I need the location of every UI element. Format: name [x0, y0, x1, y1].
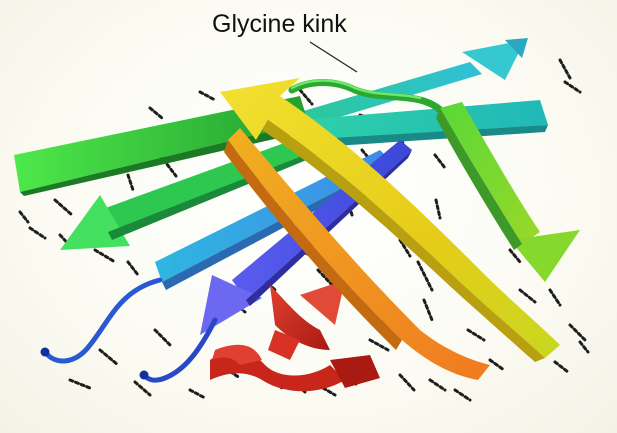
glycine-kink-coil: [288, 79, 450, 120]
strand-yellow: [220, 78, 560, 362]
glycine-kink-label: Glycine kink: [212, 10, 347, 38]
callout-line: [309, 41, 358, 73]
strand-teal-right: [300, 100, 548, 148]
strand-cyan: [155, 150, 392, 290]
strand-lime: [436, 102, 580, 282]
coil-blue: [40, 277, 218, 383]
strand-green-lower: [60, 130, 330, 250]
strand-orange: [224, 128, 490, 380]
helix-red: [210, 280, 380, 392]
